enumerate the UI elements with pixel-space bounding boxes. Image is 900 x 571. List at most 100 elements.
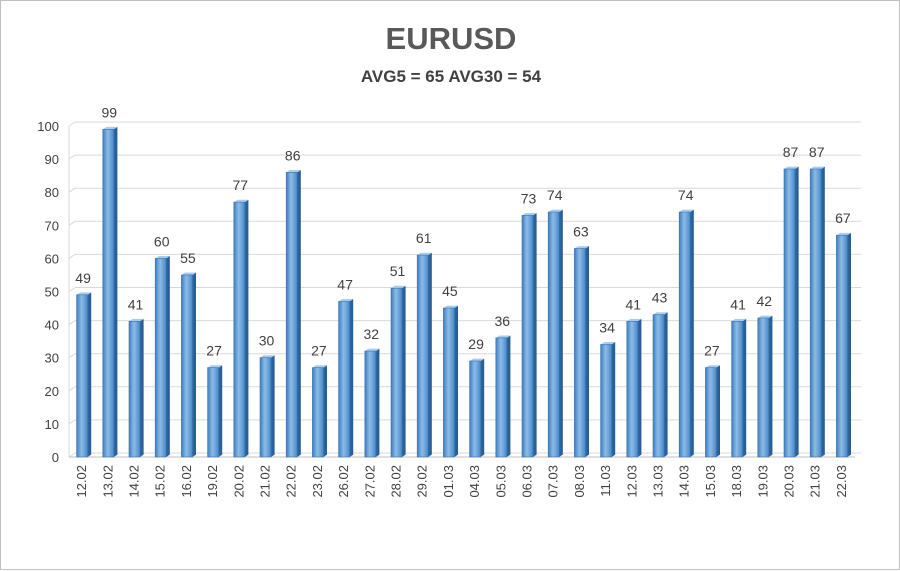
data-label: 36 bbox=[495, 313, 511, 329]
bar-front bbox=[154, 258, 167, 458]
bar bbox=[390, 285, 406, 458]
bar bbox=[181, 272, 197, 458]
y-tick-label: 70 bbox=[45, 218, 59, 233]
bar-side bbox=[297, 169, 301, 457]
bar-top bbox=[76, 292, 92, 295]
chart-subtitle: AVG5 = 65 AVG30 = 54 bbox=[360, 67, 542, 86]
bar-side bbox=[140, 318, 144, 457]
bar-top bbox=[836, 232, 852, 236]
bar-side bbox=[585, 246, 590, 457]
bar-front bbox=[285, 172, 298, 458]
data-label: 47 bbox=[337, 276, 353, 292]
data-label: 77 bbox=[233, 177, 249, 193]
bar bbox=[207, 365, 223, 458]
x-tick-label: 29.02 bbox=[415, 465, 430, 498]
bar-top bbox=[495, 335, 511, 338]
data-label: 41 bbox=[730, 296, 746, 312]
data-label: 32 bbox=[364, 326, 380, 342]
data-label: 41 bbox=[626, 296, 642, 312]
bar bbox=[469, 358, 485, 458]
bar bbox=[783, 166, 799, 458]
data-label: 63 bbox=[573, 223, 589, 239]
bar-top bbox=[757, 315, 773, 318]
bar-front bbox=[574, 248, 586, 458]
x-tick-label: 11.03 bbox=[598, 465, 613, 497]
bar bbox=[521, 212, 537, 458]
x-tick-label: 28.02 bbox=[389, 465, 404, 498]
y-tick-label: 0 bbox=[52, 450, 59, 465]
x-tick-label: 23.02 bbox=[310, 465, 325, 498]
bar-side bbox=[166, 256, 170, 457]
bar-front bbox=[600, 344, 612, 458]
x-tick-label: 22.02 bbox=[284, 465, 299, 498]
gridline-depth bbox=[68, 154, 76, 160]
data-label: 51 bbox=[390, 263, 406, 279]
data-label: 60 bbox=[154, 233, 170, 249]
bar-side bbox=[349, 299, 354, 457]
bar bbox=[809, 166, 825, 458]
gridline-depth bbox=[68, 220, 76, 226]
bar bbox=[836, 232, 852, 458]
bar-side bbox=[244, 199, 249, 458]
bar-front bbox=[312, 367, 324, 458]
x-tick-label: 13.03 bbox=[651, 465, 666, 498]
y-tick-label: 10 bbox=[45, 417, 59, 432]
data-label: 73 bbox=[521, 190, 537, 206]
bar-front bbox=[128, 320, 141, 458]
x-tick-label: 14.02 bbox=[127, 465, 142, 498]
bar-front bbox=[678, 211, 691, 458]
bar-top bbox=[652, 312, 668, 315]
bar bbox=[705, 365, 721, 458]
x-tick-label: 08.03 bbox=[572, 465, 587, 498]
bar-side bbox=[218, 365, 223, 457]
data-label: 86 bbox=[285, 147, 301, 163]
data-label: 74 bbox=[678, 187, 694, 203]
bar-top bbox=[207, 365, 223, 368]
bar-top bbox=[574, 246, 590, 249]
bar-side bbox=[271, 355, 275, 457]
x-tick-label: 18.03 bbox=[729, 465, 744, 498]
bar-side bbox=[454, 305, 459, 457]
bar bbox=[259, 355, 275, 458]
bar-side bbox=[480, 358, 485, 457]
bar bbox=[574, 246, 590, 458]
x-tick-label: 12.03 bbox=[624, 465, 639, 498]
bar-front bbox=[626, 320, 639, 458]
bar-side bbox=[323, 365, 328, 457]
bar-front bbox=[364, 350, 377, 458]
data-label: 27 bbox=[206, 343, 222, 359]
bar-side bbox=[795, 166, 799, 457]
x-tick-label: 06.03 bbox=[520, 465, 535, 498]
x-tick-label: 21.02 bbox=[258, 465, 273, 498]
bar bbox=[233, 199, 249, 458]
bar-top bbox=[338, 299, 354, 302]
bar-top bbox=[233, 199, 249, 203]
y-tick-label: 30 bbox=[45, 351, 59, 366]
bar bbox=[600, 342, 616, 458]
bar-top bbox=[102, 126, 118, 130]
bar-top bbox=[731, 318, 747, 322]
bar-top bbox=[521, 212, 537, 216]
bar-top bbox=[259, 355, 275, 358]
bar-front bbox=[809, 168, 822, 458]
x-tick-label: 19.02 bbox=[205, 465, 220, 498]
bar-front bbox=[390, 287, 403, 458]
bar-side bbox=[690, 209, 694, 457]
bar-side bbox=[664, 312, 668, 457]
x-tick-label: 04.03 bbox=[467, 465, 482, 498]
data-label: 27 bbox=[311, 343, 327, 359]
y-tick-label: 90 bbox=[45, 152, 59, 167]
bar-side bbox=[87, 292, 92, 457]
bar-top bbox=[626, 318, 642, 322]
bar-top bbox=[600, 342, 616, 345]
y-tick-label: 20 bbox=[45, 384, 59, 399]
bar-top bbox=[469, 358, 485, 362]
bar-front bbox=[416, 254, 429, 458]
x-tick-label: 15.03 bbox=[703, 465, 718, 498]
bar bbox=[76, 292, 92, 458]
y-tick-label: 40 bbox=[45, 318, 59, 333]
data-label: 34 bbox=[599, 319, 615, 335]
bar bbox=[154, 256, 170, 458]
gridline-depth bbox=[68, 320, 76, 326]
bar bbox=[285, 169, 301, 458]
